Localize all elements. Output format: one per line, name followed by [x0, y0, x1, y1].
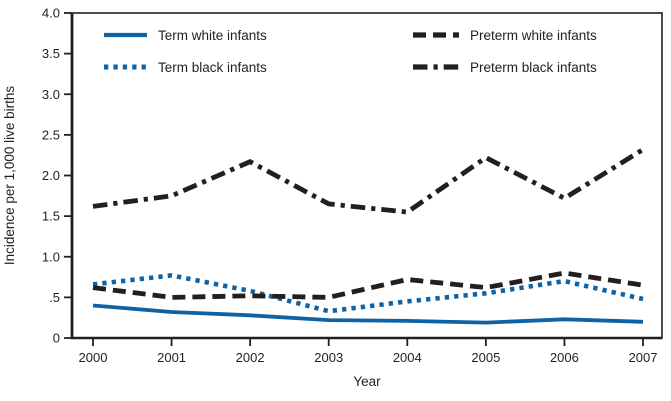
x-tick-label: 2001 — [157, 350, 186, 365]
y-tick-label: 4.0 — [42, 6, 60, 21]
x-tick-label: 2007 — [629, 350, 658, 365]
y-tick-label: 1.5 — [42, 209, 60, 224]
x-tick-label: 2002 — [236, 350, 265, 365]
x-tick-label: 2003 — [314, 350, 343, 365]
x-tick-label: 2004 — [393, 350, 422, 365]
x-tick-label: 2006 — [550, 350, 579, 365]
y-tick-label: 1.0 — [42, 249, 60, 264]
series-line-preterm-black-infants — [92, 147, 645, 215]
y-tick-label: 3.0 — [42, 87, 60, 102]
y-axis-title: Incidence per 1,000 live births — [2, 86, 17, 266]
y-tick-label: 2.0 — [42, 168, 60, 183]
x-tick-label: 2005 — [471, 350, 500, 365]
legend-label-preterm-white-infants: Preterm white infants — [470, 28, 597, 43]
legend-item-preterm-black-infants: Preterm black infants — [413, 60, 597, 75]
legend-label-preterm-black-infants: Preterm black infants — [470, 60, 597, 75]
y-tick-label: 3.5 — [42, 46, 60, 61]
legend-item-preterm-white-infants: Preterm white infants — [413, 28, 597, 43]
legend-item-term-white-infants: Term white infants — [104, 28, 267, 43]
y-tick-label: .5 — [49, 290, 60, 305]
x-tick-label: 2000 — [79, 350, 108, 365]
series-line-term-white-infants — [92, 303, 644, 325]
series-line-term-black-infants — [92, 273, 644, 314]
y-tick-label: 2.5 — [42, 127, 60, 142]
legend-label-term-white-infants: Term white infants — [158, 28, 267, 43]
legend-item-term-black-infants: Term black infants — [104, 60, 267, 75]
x-axis-title: Year — [353, 374, 381, 389]
series-line-preterm-white-infants — [92, 270, 644, 300]
legend-label-term-black-infants: Term black infants — [158, 60, 267, 75]
y-tick-label: 0 — [53, 331, 60, 346]
